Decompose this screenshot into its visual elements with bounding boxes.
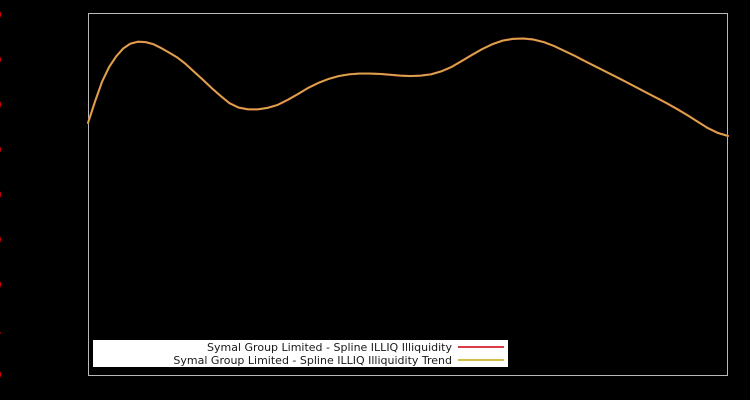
- y-axis: 1000000010000001000001000010001001010: [0, 0, 84, 400]
- chart-legend[interactable]: Symal Group Limited - Spline ILLIQ Illiq…: [93, 340, 508, 367]
- legend-label: Symal Group Limited - Spline ILLIQ Illiq…: [207, 340, 452, 354]
- plot-area: [88, 13, 728, 376]
- legend-color-swatch: [458, 359, 504, 361]
- legend-item[interactable]: Symal Group Limited - Spline ILLIQ Illiq…: [93, 341, 504, 354]
- legend-label: Symal Group Limited - Spline ILLIQ Illiq…: [173, 353, 452, 367]
- legend-item[interactable]: Symal Group Limited - Spline ILLIQ Illiq…: [93, 354, 504, 367]
- legend-color-swatch: [458, 346, 504, 348]
